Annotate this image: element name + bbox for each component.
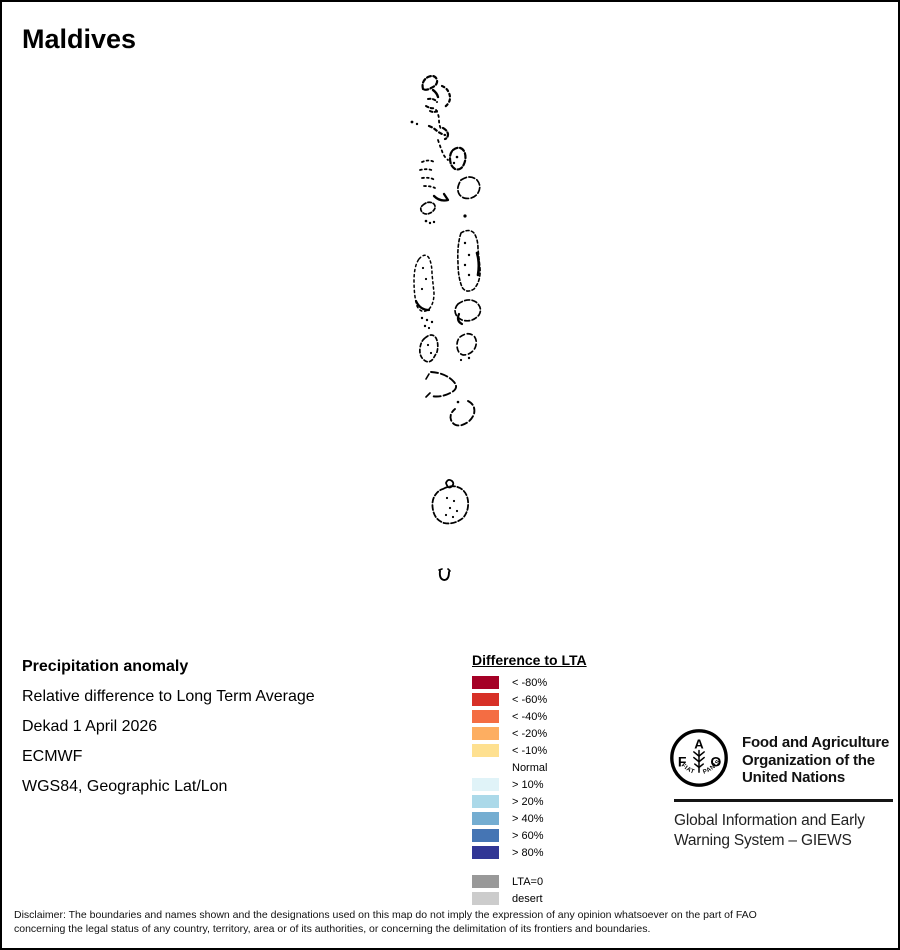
fao-org-line: Organization of the [742,751,875,769]
legend-item: > 60% [472,827,587,844]
fao-letter-o: O [710,753,721,769]
legend-label: LTA=0 [512,875,544,888]
legend-item: < -10% [472,742,587,759]
legend-item: > 40% [472,810,587,827]
giews-line: Warning System – GIEWS [674,832,852,849]
legend-label: < -40% [512,710,548,723]
legend-swatch [472,846,499,859]
legend-label: > 80% [512,846,544,859]
legend-label: > 60% [512,829,544,842]
fao-letter-a: A [694,737,704,752]
legend-label: < -20% [512,727,548,740]
fao-org-line: Food and Agriculture [742,734,890,751]
legend-title: Difference to LTA [472,652,587,668]
legend-swatch [472,693,499,706]
legend-item: LTA=0 [472,873,587,890]
legend-swatch [472,676,499,689]
legend-item: < -20% [472,725,587,742]
legend-item: > 20% [472,793,587,810]
giews-line: Global Information and Early [674,812,865,829]
legend-swatch [472,812,499,825]
legend-item: < -80% [472,674,587,691]
legend-item: > 10% [472,776,587,793]
branding-divider [674,799,893,802]
legend-label: < -80% [512,676,548,689]
legend-swatch [472,795,499,808]
legend-gap [472,861,587,873]
legend: Difference to LTA < -80% < -60% < -40% <… [472,652,587,907]
legend-label: desert [512,892,543,905]
map-info-block: Precipitation anomaly Relative differenc… [22,652,315,802]
legend-swatch [472,727,499,740]
disclaimer: Disclaimer: The boundaries and names sho… [14,908,890,936]
legend-swatch [472,892,499,905]
legend-label: Normal [512,761,548,774]
legend-swatch [472,829,499,842]
info-line-dekad: Dekad 1 April 2026 [22,718,158,735]
legend-label: > 20% [512,795,544,808]
legend-swatch [472,761,499,774]
legend-label: < -10% [512,744,548,757]
fao-org-line: United Nations [742,769,846,786]
legend-item: Normal [472,759,587,776]
info-line-projection: WGS84, Geographic Lat/Lon [22,778,228,795]
legend-swatch [472,744,499,757]
disclaimer-line: concerning the legal status of any count… [14,923,651,935]
legend-swatch [472,875,499,888]
giews-name: Global Information and Early Warning Sys… [674,811,865,851]
wheat-ear-icon [693,749,705,773]
legend-item: > 80% [472,844,587,861]
legend-swatch [472,710,499,723]
fao-letter-f: F [678,753,687,769]
info-line-method: Relative difference to Long Term Average [22,688,315,705]
legend-item: desert [472,890,587,907]
legend-label: > 10% [512,778,544,791]
legend-label: < -60% [512,693,548,706]
disclaimer-line: Disclaimer: The boundaries and names sho… [14,909,757,921]
precipitation-anomaly-heading: Precipitation anomaly [22,658,189,675]
info-line-source: ECMWF [22,748,83,765]
legend-item: < -60% [472,691,587,708]
legend-item: < -40% [472,708,587,725]
page-title: Maldives [22,24,137,54]
legend-swatch [472,778,499,791]
legend-label: > 40% [512,812,544,825]
fao-logo-icon: A F O FIAT PANIS [670,729,728,787]
fao-org-name: Food and Agriculture Organization of the… [742,734,889,787]
